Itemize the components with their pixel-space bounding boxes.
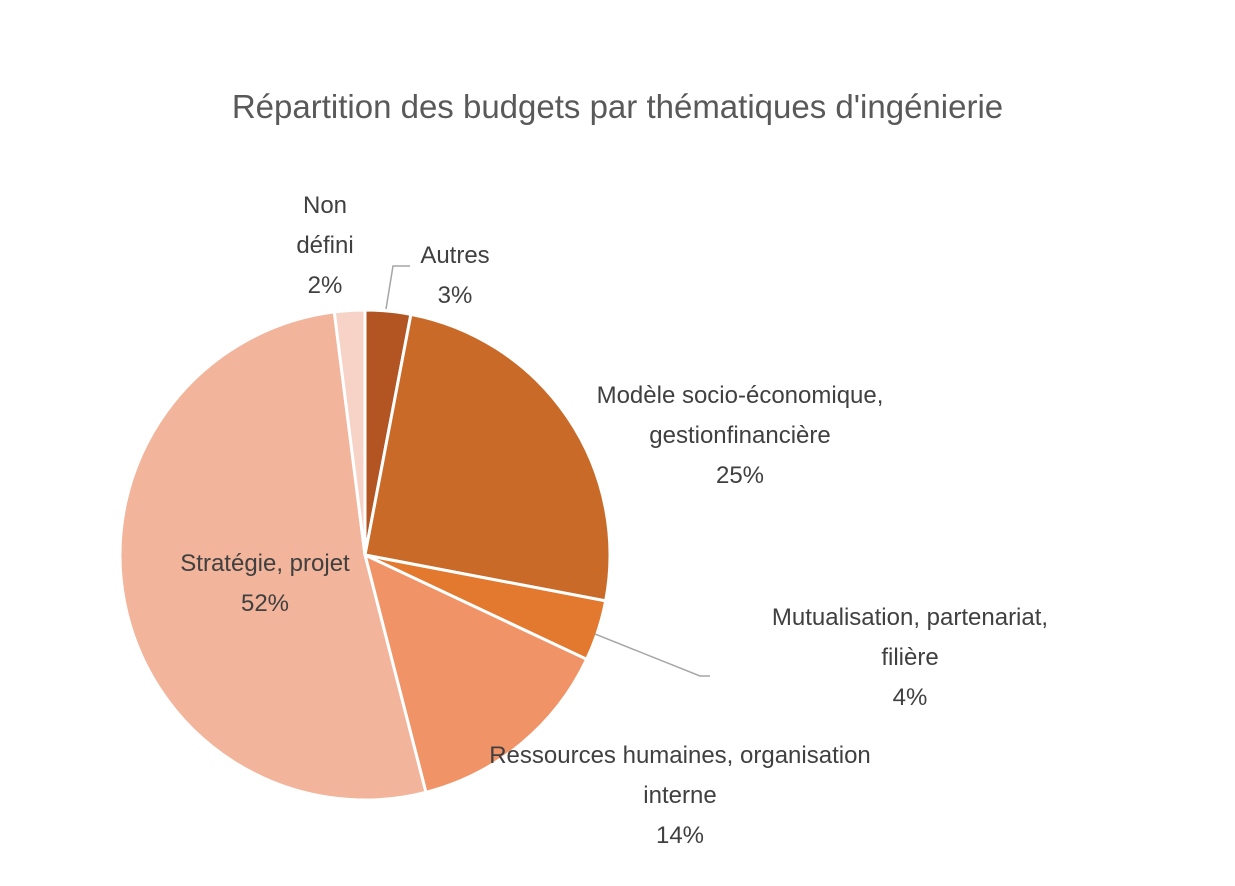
slice-label-line: Stratégie, projet (180, 550, 350, 577)
slice-label-line: interne (643, 782, 717, 809)
slice-label-line: Modèle socio-économique, (596, 382, 884, 409)
slice-label-line: Ressources humaines, organisation (489, 742, 871, 769)
slice-label-line: Autres (420, 242, 490, 269)
slice-percent: 2% (307, 272, 343, 299)
leader-lines (385, 265, 710, 677)
slice-label-4: Ressources humaines, organisation interne… (420, 736, 940, 856)
pie-slice-2 (363, 312, 612, 603)
slice-label-3: Mutualisation, partenariat, filière 4% (700, 598, 1120, 718)
slice-label-2: Modèle socio-économique, gestionfinancièr… (520, 376, 960, 496)
leader-line-3 (594, 633, 710, 677)
slice-label-line: défini (296, 232, 354, 259)
pie-slices (118, 308, 612, 802)
pie-slice-6 (332, 308, 367, 556)
slice-label-5: Stratégie, projet 52% (130, 544, 400, 624)
slice-label-line: filière (881, 644, 939, 671)
pie-slice-4 (362, 552, 589, 795)
slice-percent: 52% (240, 590, 290, 617)
slice-label-6: Non défini 2% (265, 186, 385, 306)
slice-percent: 4% (892, 684, 928, 711)
slice-percent: 14% (655, 822, 705, 849)
slice-label-line: gestionfinancière (649, 422, 831, 449)
slice-label-line: Non (302, 192, 348, 219)
slice-label-line: Mutualisation, partenariat, (771, 604, 1049, 631)
chart-title: Répartition des budgets par thématiques … (231, 88, 1004, 125)
leader-line-1 (385, 265, 410, 310)
slice-percent: 3% (437, 282, 473, 309)
slice-label-1: Autres 3% (350, 236, 560, 316)
slice-percent: 25% (715, 462, 765, 489)
